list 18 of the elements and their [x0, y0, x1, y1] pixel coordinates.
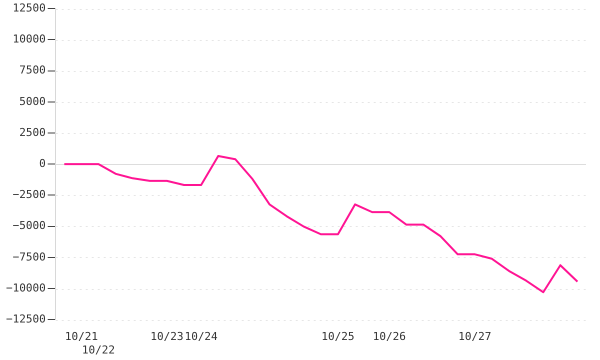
y-tick-label: −5000 — [12, 219, 46, 232]
x-tick-label: 10/26 — [372, 330, 406, 344]
y-tick-label: −12500 — [6, 312, 46, 326]
x-tick-label: 10/23 — [150, 330, 184, 344]
y-tick-label: −10000 — [6, 281, 46, 294]
y-tick-label: 2500 — [19, 126, 46, 139]
y-tick-label: −2500 — [12, 188, 46, 202]
y-tick-label: 5000 — [19, 94, 46, 108]
y-tick-label: 7500 — [19, 64, 46, 77]
x-tick-label: 10/21 — [64, 330, 98, 344]
y-tick-label: 12500 — [12, 1, 46, 14]
x-tick-label: 10/24 — [184, 330, 218, 344]
y-tick-label: −7500 — [12, 250, 46, 264]
x-tick-label: 10/22 — [82, 343, 116, 356]
y-tick-label: 10000 — [12, 32, 46, 46]
y-tick-label: 0 — [39, 156, 46, 170]
x-tick-label: 10/25 — [321, 330, 355, 344]
x-tick-label: 10/27 — [458, 330, 492, 344]
